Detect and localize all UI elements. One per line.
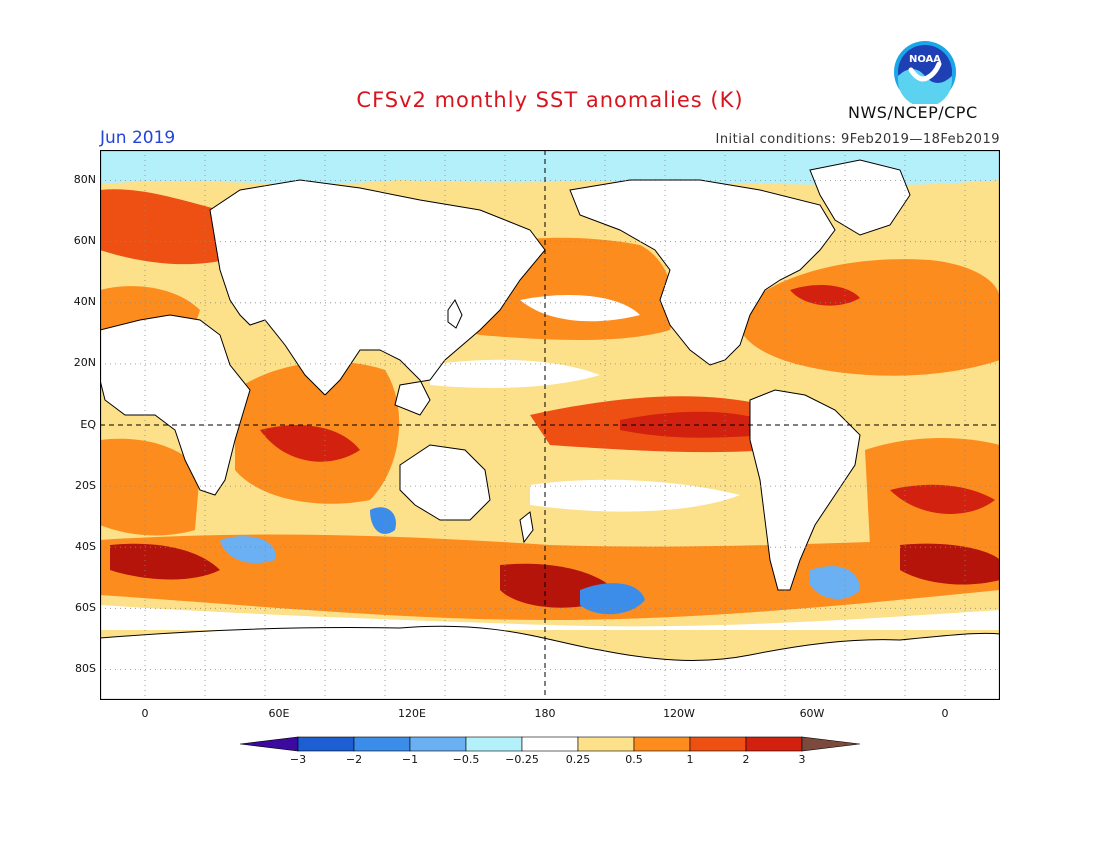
lat-label-eq: EQ: [80, 418, 96, 431]
lat-label-20s: 20S: [75, 479, 96, 492]
forecast-month: Jun 2019: [100, 128, 176, 148]
nino-core-hot: [620, 411, 765, 438]
legend-tick-label: 0.25: [565, 753, 591, 766]
arctic-cool-field: [100, 150, 1000, 186]
legend-tick-label: −2: [345, 753, 363, 766]
land-australia: [399, 444, 491, 521]
lat-label-60s: 60S: [75, 601, 96, 614]
lon-label-60w: 60W: [799, 707, 825, 720]
lat-label-80s: 80S: [75, 662, 96, 675]
land-antarctica: [100, 625, 1000, 700]
legend-swatch: [577, 736, 635, 752]
legend-tick-label: −0.5: [452, 753, 480, 766]
logo-text: NOAA: [909, 54, 941, 65]
legend-swatch: [633, 736, 691, 752]
legend-tick-label: 3: [798, 753, 806, 766]
land-japan: [447, 299, 463, 329]
noaa-logo-icon: NOAA: [894, 41, 956, 104]
lon-label-120e: 120E: [398, 707, 426, 720]
legend-swatch: [409, 736, 467, 752]
lat-label-20n: 20N: [73, 356, 96, 369]
legend-tick-label: 1: [686, 753, 694, 766]
lon-label-180: 180: [534, 707, 556, 720]
legend-swatch: [297, 736, 355, 752]
legend-swatch: [465, 736, 523, 752]
lat-label-40s: 40S: [75, 540, 96, 553]
sst-anomaly-map: [100, 150, 1000, 700]
legend-tick-label: −3: [289, 753, 307, 766]
gulf-stream-hot: [790, 284, 860, 306]
lon-label-120w: 120W: [663, 707, 695, 720]
legend-tick-label: 0.5: [625, 753, 643, 766]
legend-swatch: [353, 736, 411, 752]
legend-arrow-low: [240, 736, 299, 752]
agency-label: NWS/NCEP/CPC: [848, 103, 978, 122]
map-frame: [100, 150, 1000, 700]
legend-swatch: [521, 736, 579, 752]
initial-conditions: Initial conditions: 9Feb2019—18Feb2019: [715, 132, 1000, 147]
legend-arrow-high: [801, 736, 860, 752]
lat-label-40n: 40N: [73, 295, 96, 308]
land-south-america: [749, 389, 861, 591]
legend-tick-label: −0.25: [505, 753, 539, 766]
lat-label-80n: 80N: [73, 173, 96, 186]
lon-label-0-west: 0: [141, 707, 149, 720]
lon-label-0-east: 0: [941, 707, 949, 720]
lon-label-60e: 60E: [268, 707, 290, 720]
land-north-america: [569, 179, 836, 366]
color-legend: [240, 736, 860, 752]
land-greenland: [809, 159, 911, 236]
land-europe-africa: [100, 314, 251, 496]
land-nz: [519, 511, 534, 544]
legend-tick-label: −1: [401, 753, 419, 766]
southern-ocean-cool: [580, 583, 645, 615]
legend-swatch: [689, 736, 747, 752]
land: [100, 159, 1000, 700]
legend-tick-label: 2: [742, 753, 750, 766]
legend-swatch: [745, 736, 803, 752]
land-eurasia: [209, 179, 546, 416]
map-title: CFSv2 monthly SST anomalies (K): [356, 88, 744, 112]
lat-label-60n: 60N: [73, 234, 96, 247]
